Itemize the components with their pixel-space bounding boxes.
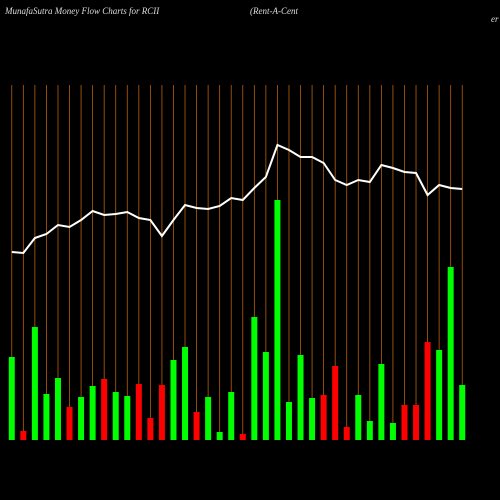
bar (332, 366, 339, 440)
bar (147, 418, 154, 440)
bar (424, 342, 431, 440)
bar (251, 317, 258, 440)
bar (401, 405, 408, 440)
bar (31, 327, 38, 440)
bar (459, 385, 466, 440)
chart-subtitle: er (491, 14, 499, 24)
bar (54, 378, 61, 440)
bar (285, 402, 292, 440)
bar (78, 397, 85, 440)
chart-subtitle: (Rent-A-Cent (250, 6, 298, 16)
bar (413, 405, 420, 440)
bar (366, 421, 373, 440)
bar (239, 434, 246, 440)
bar (170, 360, 177, 440)
bar (193, 412, 200, 440)
money-flow-line (11, 143, 463, 255)
bar (43, 394, 50, 440)
bar (228, 392, 235, 440)
bar (216, 432, 223, 440)
bar (297, 355, 304, 440)
bar (20, 431, 27, 440)
bar (274, 200, 281, 440)
bar (320, 395, 327, 440)
bar (309, 398, 316, 440)
bar (447, 267, 454, 440)
bar (355, 395, 362, 440)
bar (101, 379, 108, 440)
bar (205, 397, 212, 440)
bar (8, 357, 15, 440)
bar (378, 364, 385, 440)
chart-title: MunafaSutra Money Flow Charts for RCII (4, 6, 160, 16)
bar (389, 423, 396, 440)
bar (66, 407, 73, 440)
bar (262, 352, 269, 440)
bar (89, 386, 96, 440)
bar (436, 350, 443, 440)
bar (124, 396, 131, 440)
bar (112, 392, 119, 440)
bar (135, 384, 142, 440)
bar (158, 385, 165, 440)
bar (182, 347, 189, 440)
bar (343, 427, 350, 440)
